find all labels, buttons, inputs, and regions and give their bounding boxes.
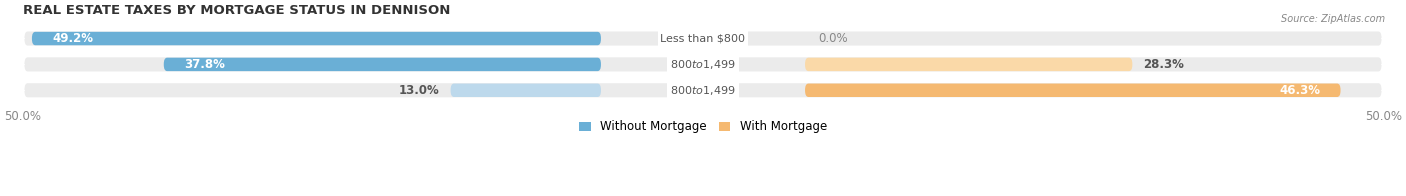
Text: REAL ESTATE TAXES BY MORTGAGE STATUS IN DENNISON: REAL ESTATE TAXES BY MORTGAGE STATUS IN …	[22, 4, 450, 17]
FancyBboxPatch shape	[163, 58, 600, 71]
Text: 13.0%: 13.0%	[399, 84, 440, 97]
FancyBboxPatch shape	[806, 58, 1132, 71]
FancyBboxPatch shape	[22, 82, 1384, 99]
Text: $800 to $1,499: $800 to $1,499	[671, 58, 735, 71]
Text: 0.0%: 0.0%	[818, 32, 848, 45]
Text: Less than $800: Less than $800	[661, 34, 745, 44]
FancyBboxPatch shape	[22, 30, 1384, 47]
Text: 28.3%: 28.3%	[1143, 58, 1184, 71]
Text: 49.2%: 49.2%	[52, 32, 93, 45]
Text: Source: ZipAtlas.com: Source: ZipAtlas.com	[1281, 14, 1385, 24]
Legend: Without Mortgage, With Mortgage: Without Mortgage, With Mortgage	[574, 116, 832, 138]
FancyBboxPatch shape	[806, 83, 1340, 97]
Text: 37.8%: 37.8%	[184, 58, 225, 71]
FancyBboxPatch shape	[450, 83, 600, 97]
FancyBboxPatch shape	[22, 56, 1384, 73]
FancyBboxPatch shape	[32, 32, 600, 45]
Text: 46.3%: 46.3%	[1279, 84, 1320, 97]
Text: $800 to $1,499: $800 to $1,499	[671, 84, 735, 97]
